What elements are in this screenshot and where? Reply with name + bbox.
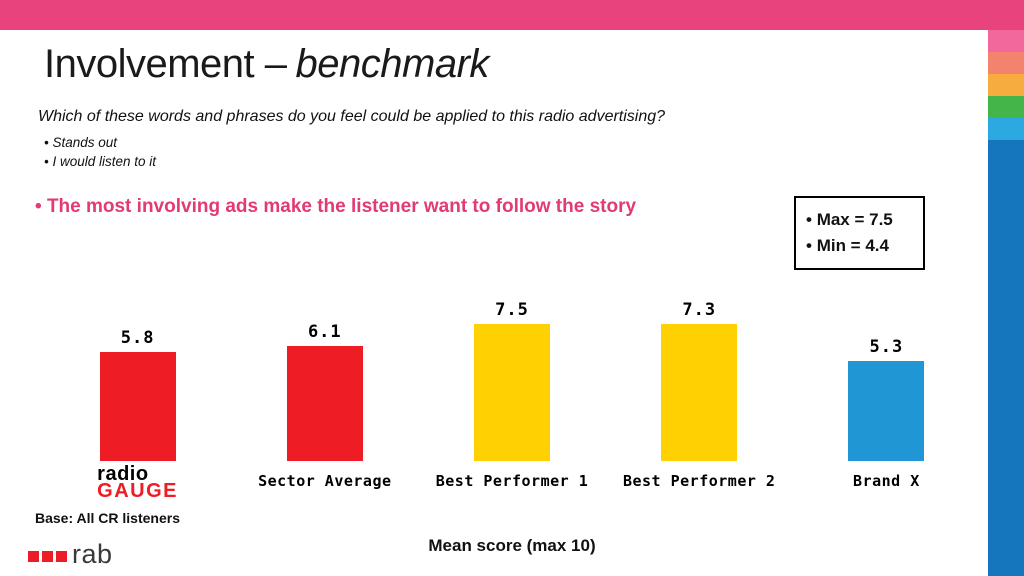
bar-value-label: 6.1 <box>307 322 342 342</box>
survey-bullet-list: Stands out I would listen to it <box>44 133 156 171</box>
bar-group: 5.8 <box>44 300 231 461</box>
bar-value-label: 5.3 <box>869 337 904 357</box>
category-cell: Sector Average <box>231 464 418 500</box>
bar-group: 7.3 <box>606 300 793 461</box>
page-title-main: Involvement – <box>44 42 287 86</box>
radiogauge-logo: radio GAUGE <box>97 463 179 502</box>
bar-value-label: 7.5 <box>495 300 529 320</box>
side-blue-column <box>988 140 1024 576</box>
category-label: Best Performer 2 <box>622 472 776 490</box>
bar-group: 5.3 <box>793 300 980 461</box>
rab-logo-squares-icon <box>28 551 67 562</box>
bar-brand-x <box>848 361 925 461</box>
rab-logo-text: rab <box>72 539 113 569</box>
survey-bullet-item: I would listen to it <box>44 152 156 171</box>
top-accent-bar <box>0 0 1024 30</box>
category-cell: Best Performer 2 <box>606 464 793 500</box>
category-label: Brand X <box>853 472 920 490</box>
bar-radiogauge <box>99 352 176 461</box>
bar-sector-average <box>286 346 363 461</box>
side-stripes <box>988 30 1024 140</box>
category-cell: Brand X <box>793 464 980 500</box>
category-cell: radio GAUGE <box>44 463 231 502</box>
radiogauge-logo-line1: radio <box>97 463 149 485</box>
key-finding-text: The most involving ads make the listener… <box>35 196 636 218</box>
bar-value-label: 7.3 <box>682 300 717 320</box>
category-label: Best Performer 1 <box>435 472 589 490</box>
min-stat: Min = 4.4 <box>806 233 913 259</box>
bar-best-performer-1 <box>474 324 550 461</box>
max-stat: Max = 7.5 <box>806 207 913 233</box>
survey-question: Which of these words and phrases do you … <box>38 108 666 125</box>
rab-logo: rab <box>28 541 113 568</box>
category-cell: Best Performer 1 <box>418 464 605 500</box>
max-min-box: Max = 7.5 Min = 4.4 <box>794 196 925 270</box>
axis-title: Mean score (max 10) <box>428 536 596 555</box>
page-title-italic: benchmark <box>295 42 490 86</box>
category-axis: radio GAUGE Sector Average Best Performe… <box>44 463 980 502</box>
bar-group: 6.1 <box>231 300 418 461</box>
bar-best-performer-2 <box>661 324 738 461</box>
survey-bullet-item: Stands out <box>44 133 156 152</box>
bar-value-label: 5.8 <box>120 328 155 348</box>
bar-group: 7.5 <box>418 300 605 461</box>
category-label: Sector Average <box>258 472 392 490</box>
radiogauge-logo-line2: GAUGE <box>97 480 179 502</box>
base-note: Base: All CR listeners <box>35 510 180 526</box>
page-title: Involvement – benchmark <box>44 42 489 87</box>
bar-chart: 5.8 6.1 7.5 7.3 5.3 <box>44 300 980 461</box>
